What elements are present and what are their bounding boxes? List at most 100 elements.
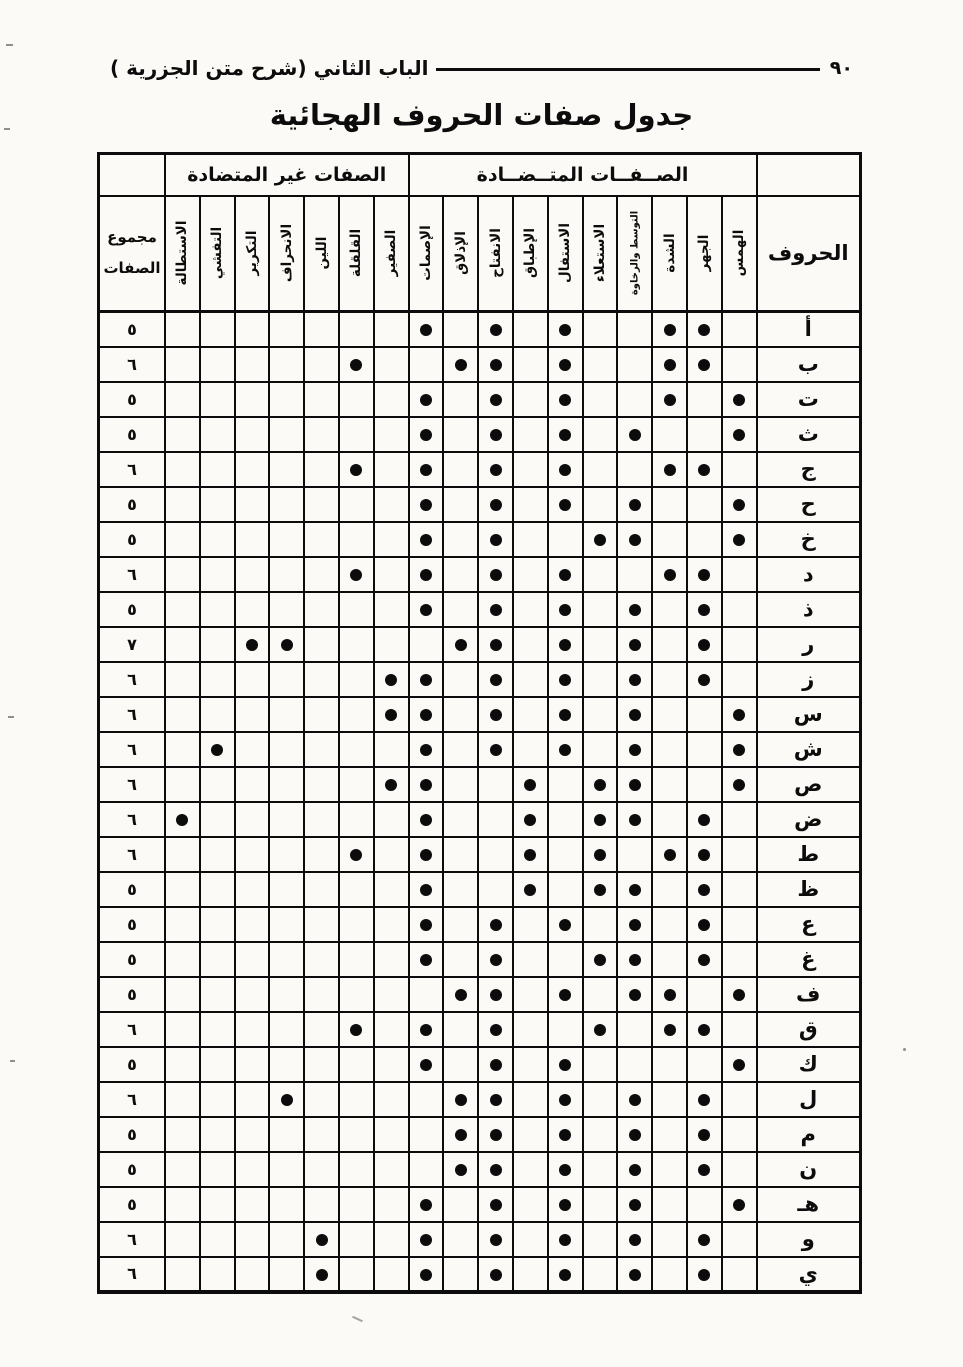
attribute-cell [163, 800, 201, 838]
attribute-column-header: الاستعلاء [581, 194, 619, 313]
attribute-dot [698, 359, 711, 371]
attribute-cell [303, 660, 340, 698]
attribute-cell [303, 485, 340, 523]
attribute-dot [559, 744, 572, 756]
attribute-cell [581, 765, 619, 803]
attribute-dot [628, 1268, 641, 1281]
total-corner-blank [97, 152, 166, 197]
total-cell: ٦ [97, 1255, 166, 1293]
attribute-cell [268, 380, 306, 418]
total-cell: ٦ [97, 695, 166, 733]
total-cell: ٧ [97, 625, 166, 663]
attribute-cell [511, 800, 549, 838]
attribute-cell [581, 310, 619, 348]
attribute-dot [733, 394, 746, 406]
attribute-dot [663, 394, 676, 406]
attribute-cell [511, 975, 549, 1013]
total-cell: ٦ [97, 1220, 166, 1258]
attribute-cell [303, 800, 340, 838]
attribute-cell [198, 730, 236, 768]
total-column-header: مجموع الصفات [97, 194, 166, 313]
attribute-dot [698, 954, 711, 966]
attribute-cell [651, 870, 688, 908]
attribute-cell [442, 1010, 480, 1048]
attribute-cell [511, 1115, 549, 1153]
attribute-cell [581, 1010, 619, 1048]
letter-cell: م [755, 1115, 862, 1153]
attribute-cell [442, 765, 480, 803]
attribute-cell [337, 625, 375, 663]
attribute-cell [198, 765, 236, 803]
attribute-cell [268, 310, 306, 348]
attribute-cell [303, 1010, 340, 1048]
attribute-cell [546, 520, 584, 558]
attribute-cell [511, 485, 549, 523]
attribute-cell [407, 730, 445, 768]
attribute-dot [698, 849, 711, 861]
letter-cell: ظ [755, 870, 862, 908]
attribute-dot [245, 639, 258, 651]
attribute-cell [581, 625, 619, 663]
attribute-cell [442, 1150, 480, 1188]
attribute-cell [198, 870, 236, 908]
attribute-column-label: الشدة [661, 233, 678, 273]
attribute-dot [628, 919, 641, 931]
attribute-cell [372, 905, 410, 943]
attribute-cell [477, 905, 514, 943]
attribute-dot [559, 324, 572, 337]
attribute-cell [268, 730, 306, 768]
attribute-cell [268, 590, 306, 628]
attribute-cell [163, 345, 201, 383]
attribute-cell [685, 1185, 723, 1223]
letter-cell: ح [755, 485, 862, 523]
attribute-cell [720, 905, 758, 943]
total-cell: ٥ [97, 1150, 166, 1188]
attribute-cell [163, 940, 201, 978]
attribute-cell [233, 1220, 271, 1258]
attribute-cell [477, 800, 514, 838]
attribute-cell [407, 695, 445, 733]
attribute-column-label: التوسط والرخاوة [629, 211, 641, 296]
attribute-cell [442, 1080, 480, 1118]
attribute-cell [616, 520, 654, 558]
attribute-cell [651, 765, 688, 803]
attribute-cell [198, 1220, 236, 1258]
attribute-cell [198, 1255, 236, 1293]
attribute-cell [268, 415, 306, 453]
attribute-cell [233, 555, 271, 593]
attribute-cell [233, 415, 271, 453]
attribute-cell [268, 1010, 306, 1048]
attribute-cell [163, 485, 201, 523]
letter-cell: د [755, 555, 862, 593]
attribute-cell [685, 1220, 723, 1258]
attribute-dot [489, 954, 502, 966]
attribute-cell [268, 765, 306, 803]
attribute-dot [350, 849, 363, 861]
attribute-dot [489, 359, 502, 371]
attribute-cell [303, 695, 340, 733]
group-header-opposing: الصــفــات المتــضــادة [407, 152, 758, 197]
attribute-cell [407, 1010, 445, 1048]
attribute-cell [581, 660, 619, 698]
attribute-cell [477, 345, 514, 383]
attribute-cell [581, 835, 619, 873]
group-header-row: الصــفــات المتــضــادة الصفات غير المتضا… [97, 152, 862, 197]
attribute-cell [546, 975, 584, 1013]
attribute-cell [616, 765, 654, 803]
attribute-column-label: الاستفال [557, 223, 574, 284]
attribute-column-label: الإصمات [417, 225, 434, 281]
attribute-cell [720, 765, 758, 803]
attribute-dot [733, 1199, 746, 1211]
total-cell: ٦ [97, 765, 166, 803]
attribute-cell [268, 1115, 306, 1153]
letter-cell: ن [755, 1150, 862, 1188]
attribute-cell [233, 380, 271, 418]
attribute-column-header: الانفتاح [477, 194, 514, 313]
attribute-dot [489, 919, 502, 931]
attribute-cell [477, 520, 514, 558]
